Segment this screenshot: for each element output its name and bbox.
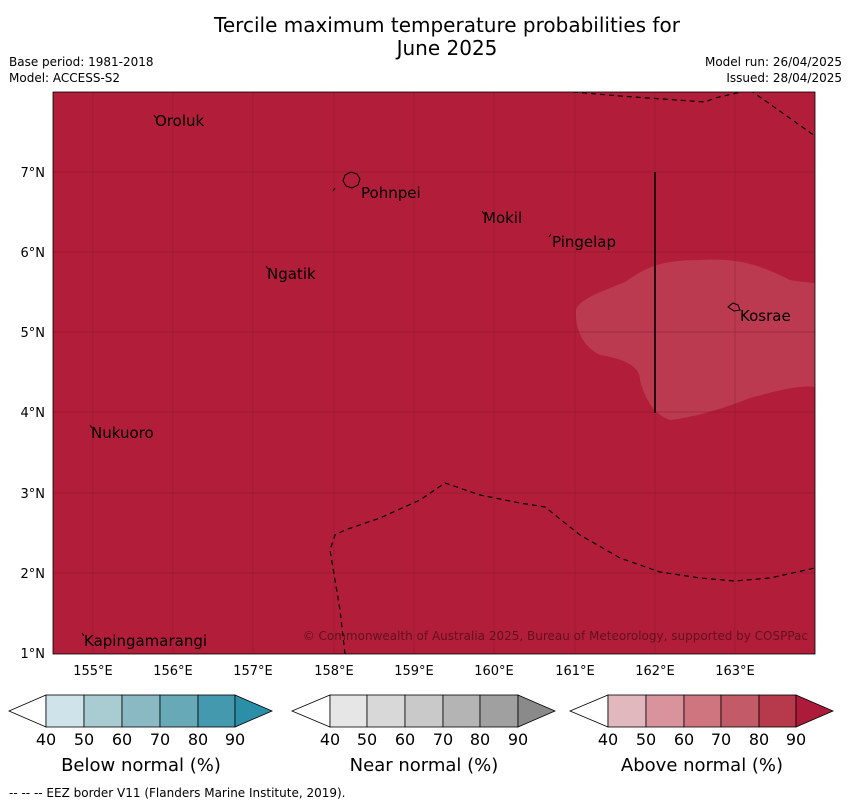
lon-label: 158°E <box>314 664 354 679</box>
cb-tick: 60 <box>673 730 695 749</box>
colorbar-below-swatch <box>45 694 85 728</box>
place-label: Kosrae <box>740 307 791 325</box>
cb-tick: 70 <box>432 730 454 749</box>
eez-borders <box>329 92 815 654</box>
colorbar-near-high-arrow <box>517 694 557 728</box>
cb-tick: 90 <box>785 730 807 749</box>
latitude-labels: 7°N 6°N 5°N 4°N 3°N 2°N 1°N <box>21 166 46 662</box>
colorbar-below-swatch <box>197 694 236 728</box>
issued-date: Issued: 28/04/2025 <box>726 71 842 85</box>
colorbar-below-swatch <box>83 694 123 728</box>
colorbar-above-swatch <box>758 694 797 728</box>
nukuoro-mark <box>89 424 93 429</box>
mokil-mark <box>481 210 485 215</box>
colorbar-below-label: Below normal (%) <box>61 755 221 776</box>
colorbar-near-swatch <box>404 694 444 728</box>
lon-label: 156°E <box>153 664 193 679</box>
map-frame <box>52 91 816 655</box>
map-title: Tercile maximum temperature probabilitie… <box>0 14 850 60</box>
colorbar-above-swatch <box>683 694 722 728</box>
colorbar-above-label: Above normal (%) <box>620 755 784 776</box>
lon-label: 160°E <box>474 664 514 679</box>
pingelap-mark <box>548 233 552 238</box>
colorbar-near-swatch <box>366 694 406 728</box>
cb-tick: 50 <box>73 730 95 749</box>
colorbar-above <box>568 694 835 728</box>
colorbar-below <box>7 694 274 728</box>
lat-label: 7°N <box>21 166 46 181</box>
title-line-2: June 2025 <box>396 36 498 60</box>
lat-label: 3°N <box>21 487 46 502</box>
colorbar-near-label: Near normal (%) <box>349 755 499 776</box>
colorbar-near-swatch <box>329 694 368 728</box>
lon-label: 162°E <box>635 664 675 679</box>
cb-tick: 50 <box>635 730 657 749</box>
eez-footnote: -- -- -- EEZ border V11 (Flanders Marine… <box>9 786 346 800</box>
lon-label: 155°E <box>73 664 113 679</box>
copyright-notice: © Commonwealth of Australia 2025, Bureau… <box>303 629 808 643</box>
colorbar-near <box>290 694 557 728</box>
pohnpei-island <box>342 171 361 189</box>
cb-tick: 90 <box>224 730 246 749</box>
place-label: Kapingamarangi <box>84 632 207 650</box>
place-label: Nukuoro <box>91 424 154 442</box>
base-period: Base period: 1981-2018 <box>9 55 154 69</box>
colorbar-below-swatch <box>159 694 199 728</box>
lat-label: 4°N <box>21 406 46 421</box>
ngatik-mark <box>265 265 269 270</box>
colorbar-below-high-arrow <box>234 694 274 728</box>
lat-label: 5°N <box>21 326 46 341</box>
longitude-labels: 155°E 156°E 157°E 158°E 159°E 160°E 161°… <box>73 664 755 679</box>
place-label: Mokil <box>483 209 522 227</box>
lon-label: 159°E <box>394 664 434 679</box>
colorbar-below-swatch <box>121 694 161 728</box>
place-label: Ngatik <box>267 265 316 283</box>
cb-tick: 60 <box>111 730 133 749</box>
colorbar-below-low-arrow <box>7 694 47 728</box>
title-line-1: Tercile maximum temperature probabilitie… <box>214 13 680 37</box>
place-labels: Oroluk Pohnpei Mokil Pingelap Ngatik Kos… <box>84 112 791 650</box>
lat-label: 1°N <box>21 647 46 662</box>
cb-tick: 40 <box>35 730 57 749</box>
cb-tick: 90 <box>507 730 529 749</box>
oroluk-mark <box>153 114 157 119</box>
islands <box>81 114 741 637</box>
cb-tick: 80 <box>469 730 491 749</box>
kosrae-island <box>727 302 741 312</box>
model-name: Model: ACCESS-S2 <box>9 71 121 85</box>
meta-right: Model run: 26/04/2025 Issued: 28/04/2025 <box>705 54 842 86</box>
lon-label: 161°E <box>555 664 595 679</box>
kapinga-mark <box>81 632 85 637</box>
model-run: Model run: 26/04/2025 <box>704 55 842 69</box>
place-label: Oroluk <box>155 112 204 130</box>
pohnpei-atoll-mark <box>332 187 336 192</box>
cb-tick: 40 <box>597 730 619 749</box>
cb-tick: 70 <box>149 730 171 749</box>
lon-label: 157°E <box>233 664 273 679</box>
lat-label: 2°N <box>21 567 46 582</box>
cb-tick: 80 <box>187 730 209 749</box>
colorbar-above-swatch <box>607 694 647 728</box>
colorbar-near-low-arrow <box>290 694 331 728</box>
lat-label: 6°N <box>21 246 46 261</box>
colorbar-above-swatch <box>720 694 760 728</box>
colorbar-near-swatch <box>442 694 481 728</box>
cb-tick: 80 <box>748 730 770 749</box>
cb-tick: 70 <box>710 730 732 749</box>
cb-tick: 60 <box>394 730 416 749</box>
meta-left: Base period: 1981-2018 Model: ACCESS-S2 <box>9 54 154 86</box>
cb-tick: 50 <box>356 730 378 749</box>
place-label: Pohnpei <box>361 184 421 202</box>
cb-tick: 40 <box>319 730 341 749</box>
colorbar-above-swatch <box>645 694 685 728</box>
lon-label: 163°E <box>715 664 755 679</box>
place-label: Pingelap <box>552 233 616 251</box>
colorbar-above-high-arrow <box>795 694 835 728</box>
probability-region-70-80 <box>575 259 815 420</box>
colorbar-near-swatch <box>479 694 519 728</box>
colorbar-above-low-arrow <box>568 694 609 728</box>
